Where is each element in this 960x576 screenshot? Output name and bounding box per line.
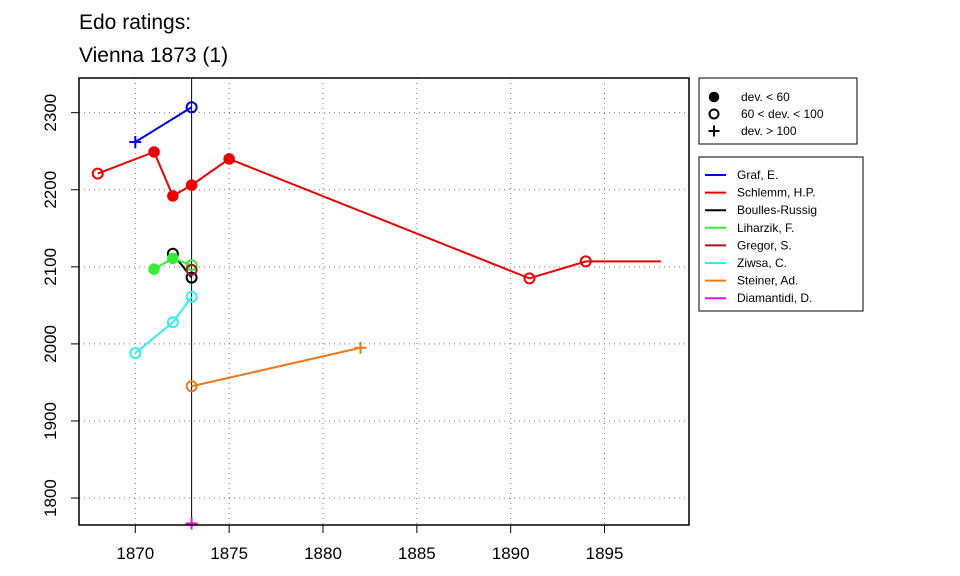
marker-legend-box: [698, 77, 858, 145]
series-6: [129, 290, 198, 360]
y-tick-label: 2200: [41, 171, 60, 209]
plot-frame: [78, 77, 690, 526]
data-point: [223, 153, 235, 165]
data-point: [579, 255, 592, 268]
series-8: [185, 517, 198, 530]
legend-series-label: Steiner, Ad.: [737, 274, 798, 288]
legend-series-label: Liharzik, F.: [737, 221, 794, 235]
data-point: [129, 347, 142, 360]
legend-series-label: Schlemm, H.P.: [737, 186, 815, 200]
x-tick-label: 1870: [116, 544, 154, 563]
legend-marker-label: dev. < 60: [741, 90, 790, 104]
x-axis: 1870 1875 1880 1885 1890 1895: [116, 525, 623, 563]
series-line: [134, 296, 193, 354]
chart-title: Edo ratings:: [79, 11, 191, 34]
legend-series-label: Boulles-Russig: [737, 203, 817, 217]
legend-marker-label: 60 < dev. < 100: [741, 107, 824, 121]
legend-marker-symbol: [708, 108, 720, 120]
grid-lines: [79, 78, 689, 525]
data-point: [129, 135, 142, 148]
data-point: [166, 316, 179, 329]
data-point: [148, 263, 160, 275]
data-point: [185, 259, 198, 272]
x-tick-label: 1895: [586, 544, 624, 563]
data-point: [354, 341, 367, 354]
series-line: [134, 106, 193, 143]
y-tick-label: 1800: [41, 479, 60, 517]
data-point: [185, 271, 198, 284]
series-layer: [91, 101, 661, 530]
data-point: [185, 380, 198, 393]
series-7: [185, 341, 367, 393]
data-point: [148, 146, 160, 158]
data-point: [185, 179, 198, 191]
legend-marker-symbol: [708, 125, 720, 137]
series-line: [97, 150, 661, 280]
x-tick-label: 1875: [210, 544, 248, 563]
data-point: [523, 272, 536, 285]
series-legend-box: [698, 156, 864, 312]
series-legend: Graf, E. Schlemm, H.P. Boulles-Russig Lihar…: [698, 156, 864, 312]
series-line: [191, 346, 361, 388]
y-tick-label: 2300: [41, 94, 60, 132]
x-tick-label: 1885: [398, 544, 436, 563]
y-axis: 1800 1900 2000 2100 2200 2300: [41, 94, 79, 517]
legend-series-label: Ziwsa, C.: [737, 256, 787, 270]
chart-subtitle: Vienna 1873 (1): [79, 44, 228, 67]
data-point: [185, 517, 198, 530]
y-tick-label: 2100: [41, 248, 60, 286]
legend-series-label: Graf, E.: [737, 168, 778, 182]
data-point: [185, 263, 198, 276]
x-tick-label: 1880: [304, 544, 342, 563]
series-5: [185, 263, 198, 276]
data-point: [167, 190, 179, 202]
series-4: [148, 252, 198, 275]
y-tick-label: 1900: [41, 402, 60, 440]
series-2: [91, 146, 661, 285]
data-point: [167, 252, 179, 265]
legend-series-label: Diamantidi, D.: [737, 291, 812, 305]
legend-marker-label: dev. > 100: [741, 124, 797, 138]
legend-marker-symbol: [708, 91, 720, 103]
series-1: [129, 101, 198, 148]
marker-legend: dev. < 60 60 < dev. < 100 dev. > 100: [698, 77, 858, 145]
y-tick-label: 2000: [41, 325, 60, 363]
data-point: [91, 167, 104, 180]
data-point: [185, 290, 198, 303]
legend-series-label: Gregor, S.: [737, 238, 792, 252]
data-point: [185, 101, 198, 114]
x-tick-label: 1890: [492, 544, 530, 563]
